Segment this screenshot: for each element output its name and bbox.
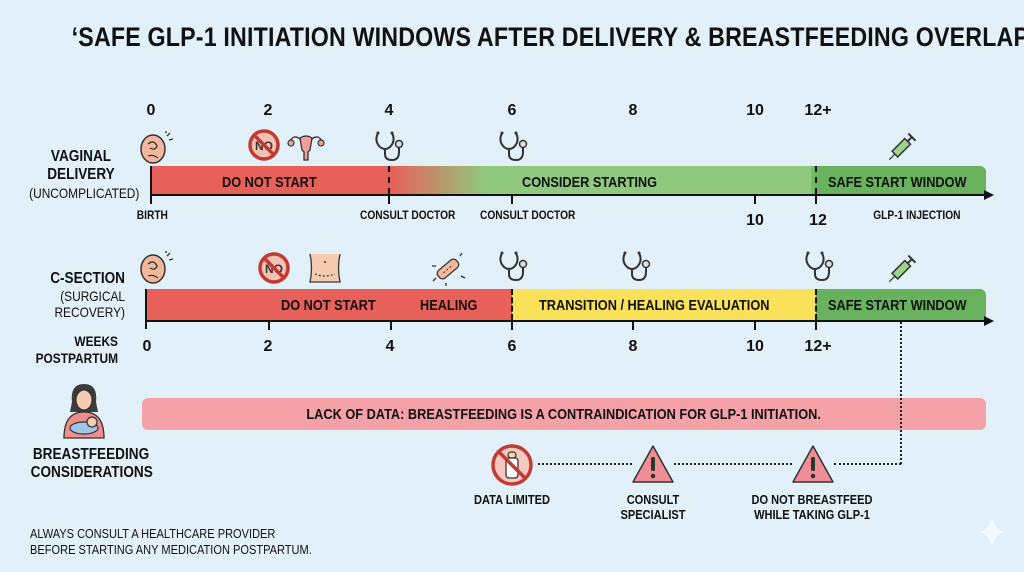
footer-disclaimer: ALWAYS CONSULT A HEALTHCARE PROVIDER BEF…	[30, 526, 362, 558]
vaginal-axis-arrow-icon	[984, 190, 994, 200]
stethoscope-icon	[372, 130, 406, 162]
birth-label: BIRTH	[136, 208, 168, 222]
banner-text: LACK OF DATA: BREASTFEEDING IS A CONTRAI…	[306, 405, 822, 423]
bottom-tick-2: 2	[263, 338, 273, 355]
tick	[754, 195, 756, 204]
bottom-tick-8: 8	[628, 338, 638, 355]
connector-vertical	[900, 322, 902, 464]
bottom-tick-4: 4	[385, 338, 395, 355]
stethoscope-icon	[802, 250, 836, 282]
vaginal-safe-start-window: SAFE START WINDOW	[828, 174, 967, 191]
vaginal-tick-12: 12	[809, 212, 827, 229]
bottom-tick-10: 10	[746, 338, 764, 355]
tick	[511, 321, 513, 330]
tick	[815, 195, 817, 204]
bf-label-line2: CONSIDERATIONS	[30, 464, 153, 481]
footer-line1: ALWAYS CONSULT A HEALTHCARE PROVIDER	[30, 526, 276, 541]
tick	[754, 321, 756, 330]
vaginal-label-line2: DELIVERY	[47, 166, 115, 183]
csection-divider-6	[511, 289, 513, 320]
csection-transition: TRANSITION / HEALING EVALUATION	[539, 297, 770, 314]
glp1-injection-label: GLP-1 INJECTION	[873, 208, 961, 222]
csection-green-segment	[816, 289, 986, 320]
vaginal-axis-start	[150, 166, 152, 204]
csection-healing: HEALING	[420, 297, 478, 314]
consult-doctor-label-6: CONSULT DOCTOR	[480, 208, 576, 222]
csection-do-not-start: DO NOT START	[281, 297, 376, 314]
axis-title-postpartum: POSTPARTUM	[35, 350, 118, 366]
csection-red-segment	[147, 289, 512, 320]
tick	[388, 195, 390, 204]
footer-line2: BEFORE STARTING ANY MEDICATION POSTPARTU…	[30, 542, 312, 557]
csection-yellow-segment	[512, 289, 816, 320]
syringe-icon	[884, 130, 920, 164]
connector-2	[674, 463, 792, 465]
vaginal-label-sub: (UNCOMPLICATED)	[29, 185, 140, 201]
top-tick-6: 6	[507, 102, 517, 119]
top-tick-12plus: 12+	[804, 102, 832, 119]
csection-label-sub1: (SURGICAL	[60, 288, 125, 304]
top-tick-8: 8	[628, 102, 638, 119]
connector-1	[538, 463, 632, 465]
uterus-icon	[286, 130, 326, 162]
consult-specialist-label: CONSULT SPECIALIST	[620, 492, 686, 522]
csection-safe-start-window: SAFE START WINDOW	[828, 297, 967, 314]
csection-axis-start	[145, 289, 147, 329]
tick	[632, 321, 634, 330]
csection-timeline-bar	[147, 289, 986, 320]
no-sign-icon: NO	[247, 128, 281, 162]
breastfeeding-contraindication-banner: LACK OF DATA: BREASTFEEDING IS A CONTRAI…	[142, 398, 986, 430]
vaginal-axis	[150, 194, 986, 196]
baby-icon	[138, 250, 176, 286]
bottom-tick-12plus: 12+	[804, 338, 832, 355]
tick	[268, 321, 270, 330]
csection-label-line1: C-SECTION	[50, 270, 126, 287]
vaginal-label-line1: VAGINAL	[50, 148, 112, 165]
page-title: ‘SAFE GLP-1 INITIATION WINDOWS AFTER DEL…	[71, 22, 1024, 52]
axis-title-weeks: WEEKS	[74, 333, 118, 349]
top-tick-4: 4	[384, 102, 394, 119]
weeks-postpartum-label: WEEKS POSTPARTUM	[20, 333, 118, 367]
do-not-breastfeed-label: DO NOT BREASTFEED WHILE TAKING GLP-1	[751, 492, 873, 522]
no-bottle-icon	[490, 443, 534, 487]
consult-doctor-label-4: CONSULT DOCTOR	[360, 208, 456, 222]
tick	[815, 321, 817, 330]
bf-label-line1: BREASTFEEDING	[32, 446, 150, 463]
vaginal-delivery-label: VAGINAL DELIVERY (UNCOMPLICATED)	[20, 148, 142, 202]
warning-icon	[790, 443, 836, 485]
csection-label-sub2: RECOVERY)	[54, 304, 125, 320]
abdomen-scar-icon	[306, 252, 344, 284]
csection-label: C-SECTION (SURGICAL RECOVERY)	[20, 270, 125, 320]
sparkle-watermark-icon	[980, 517, 1004, 547]
syringe-icon	[884, 252, 920, 286]
vaginal-consider-starting: CONSIDER STARTING	[522, 174, 658, 191]
vaginal-tick-10: 10	[746, 212, 764, 229]
vaginal-divider-4	[388, 166, 390, 194]
stethoscope-icon	[496, 130, 530, 162]
vaginal-do-not-start: DO NOT START	[222, 174, 317, 191]
csection-divider-12	[815, 289, 817, 320]
csection-axis-arrow-icon	[984, 316, 994, 326]
csection-axis	[145, 320, 986, 322]
connector-3	[834, 463, 901, 465]
bottom-tick-0: 0	[142, 338, 152, 355]
top-tick-2: 2	[263, 102, 273, 119]
no-sign-icon: NO	[257, 251, 291, 285]
data-limited-label: DATA LIMITED	[474, 492, 550, 507]
breastfeeding-mother-icon	[58, 380, 110, 442]
vaginal-timeline-bar	[152, 166, 986, 194]
stethoscope-icon	[496, 250, 530, 282]
warning-icon	[630, 443, 676, 485]
baby-icon	[138, 130, 176, 166]
top-tick-10: 10	[746, 102, 764, 119]
stethoscope-icon	[619, 250, 653, 282]
top-tick-0: 0	[146, 102, 156, 119]
tick	[511, 195, 513, 204]
bandage-icon	[430, 252, 466, 286]
vaginal-divider-12	[815, 166, 817, 194]
breastfeeding-considerations-label: BREASTFEEDING CONSIDERATIONS	[20, 446, 162, 482]
bottom-tick-6: 6	[507, 338, 517, 355]
tick	[390, 321, 392, 330]
